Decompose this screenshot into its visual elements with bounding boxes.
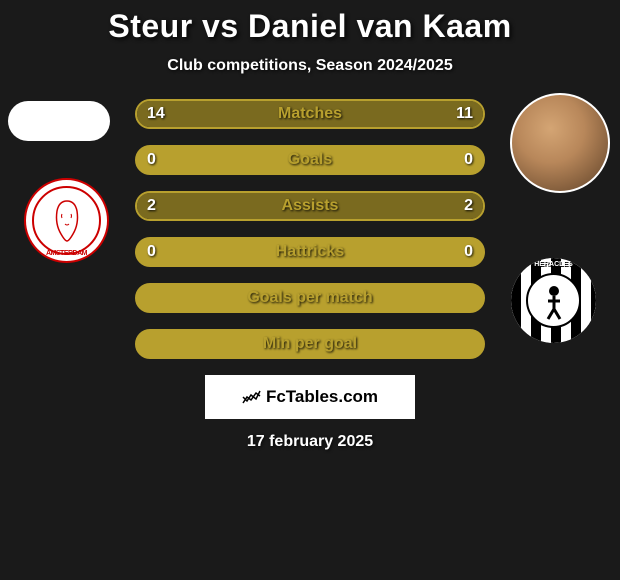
- heracles-text: HERACLES: [511, 261, 596, 268]
- stat-value-right: 0: [464, 151, 473, 169]
- ajax-face-icon: [47, 196, 87, 246]
- stat-label: Goals: [137, 151, 483, 169]
- stat-row: 14Matches11: [135, 99, 485, 129]
- ajax-text: AMSTERDAM: [26, 250, 107, 257]
- stat-label: Hattricks: [137, 243, 483, 261]
- stat-label: Assists: [137, 197, 483, 215]
- stat-label: Min per goal: [137, 335, 483, 353]
- stat-value-right: 2: [464, 197, 473, 215]
- content: AMSTERDAM HERACLES 14Matches110Goals02As…: [0, 93, 620, 451]
- stat-row: 0Goals0: [135, 145, 485, 175]
- avatar-placeholder-icon: [8, 101, 110, 141]
- heracles-figure-icon: [534, 281, 574, 321]
- stats-container: 14Matches110Goals02Assists20Hattricks0Go…: [135, 93, 485, 359]
- stat-row: Min per goal: [135, 329, 485, 359]
- stat-row: 2Assists2: [135, 191, 485, 221]
- stat-value-right: 0: [464, 243, 473, 261]
- date: 17 february 2025: [0, 433, 620, 451]
- club-left-logo: AMSTERDAM: [24, 178, 109, 263]
- watermark: FcTables.com: [205, 375, 415, 419]
- ajax-logo-icon: AMSTERDAM: [24, 178, 109, 263]
- player-right-avatar: [510, 93, 612, 195]
- club-right-logo: HERACLES: [511, 258, 596, 343]
- subtitle: Club competitions, Season 2024/2025: [0, 57, 620, 75]
- stat-label: Goals per match: [137, 289, 483, 307]
- avatar-photo-icon: [510, 93, 610, 193]
- stat-row: 0Hattricks0: [135, 237, 485, 267]
- title: Steur vs Daniel van Kaam: [0, 0, 620, 45]
- heracles-logo-icon: HERACLES: [511, 258, 596, 343]
- chart-icon: [242, 389, 262, 405]
- stat-row: Goals per match: [135, 283, 485, 313]
- stat-value-right: 11: [456, 105, 473, 123]
- watermark-text: FcTables.com: [266, 387, 378, 407]
- stat-label: Matches: [137, 105, 483, 123]
